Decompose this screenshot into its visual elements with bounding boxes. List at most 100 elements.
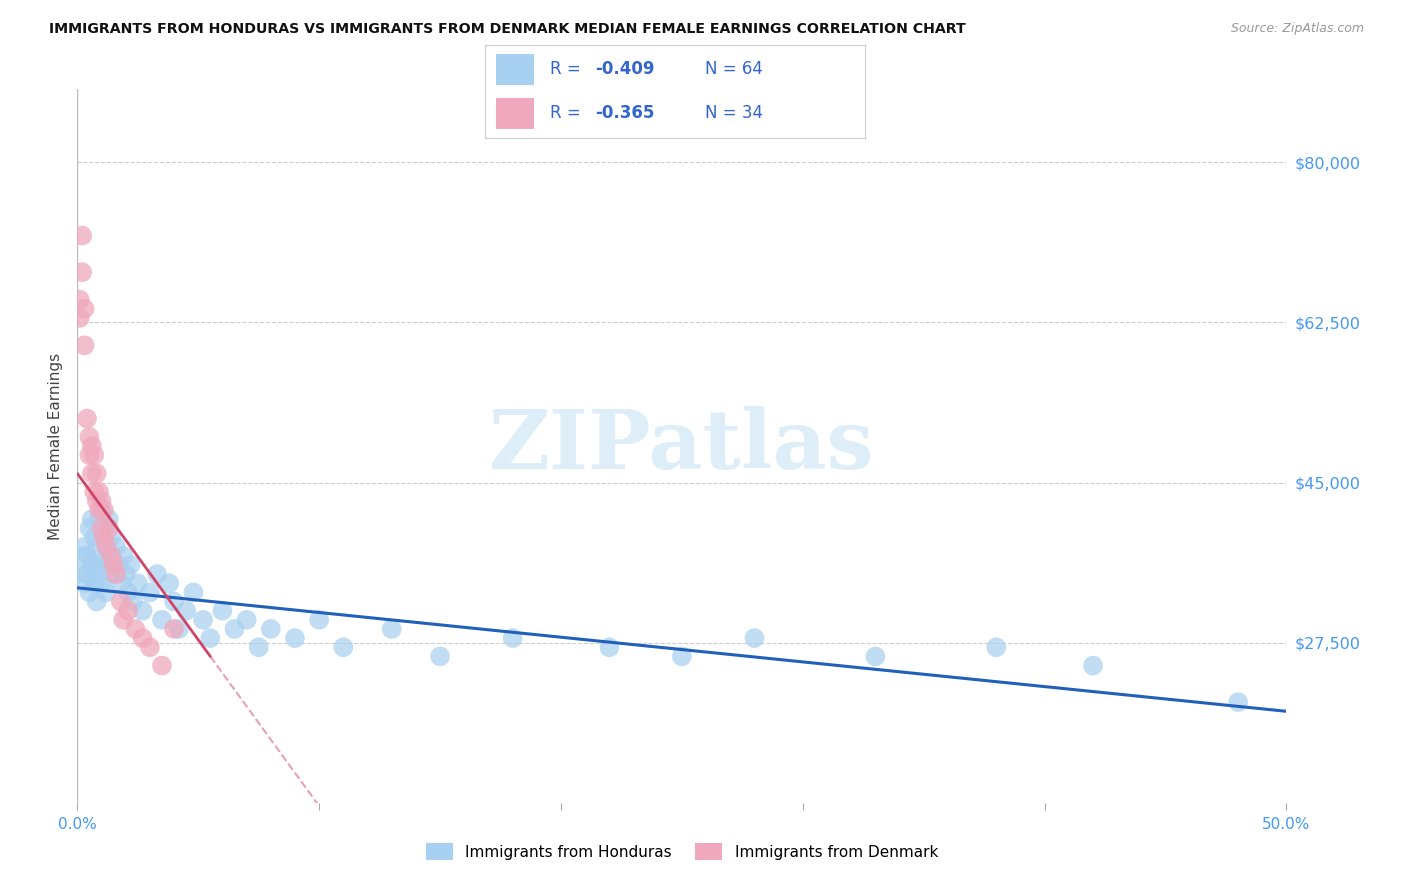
Point (167, 622, 190, 636)
Point (90, 503, 112, 517)
Point (308, 613, 330, 627)
Point (131, 604, 153, 618)
Point (502, 631, 524, 645)
Point (69, 310, 91, 325)
Point (87, 567, 110, 582)
Point (86, 494, 108, 508)
Point (120, 558, 142, 572)
Point (157, 576, 180, 591)
Point (90, 494, 112, 508)
Point (83, 531, 105, 545)
Point (211, 604, 233, 618)
Point (112, 549, 135, 563)
Point (90, 576, 112, 591)
Text: -0.409: -0.409 (595, 60, 655, 78)
Point (96, 540, 118, 554)
Point (150, 658, 173, 673)
Point (93, 558, 115, 572)
Point (235, 613, 257, 627)
FancyBboxPatch shape (496, 54, 534, 85)
Text: IMMIGRANTS FROM HONDURAS VS IMMIGRANTS FROM DENMARK MEDIAN FEMALE EARNINGS CORRE: IMMIGRANTS FROM HONDURAS VS IMMIGRANTS F… (49, 22, 966, 37)
Point (105, 540, 128, 554)
Point (80, 467, 103, 481)
Point (79, 585, 101, 599)
Text: R =: R = (550, 60, 586, 78)
Point (80, 558, 103, 572)
Point (139, 585, 162, 599)
Point (332, 640, 354, 655)
Point (73, 540, 96, 554)
Point (598, 640, 620, 655)
Point (671, 649, 693, 664)
Point (124, 622, 146, 636)
Text: R =: R = (550, 104, 586, 122)
Point (127, 576, 149, 591)
Point (183, 585, 205, 599)
Point (191, 613, 214, 627)
Point (73, 576, 96, 591)
Point (131, 631, 153, 645)
Point (87, 503, 110, 517)
Point (174, 604, 197, 618)
Point (83, 576, 105, 591)
Point (1227, 695, 1250, 709)
Point (93, 521, 115, 535)
Point (163, 594, 186, 608)
Point (97, 549, 120, 563)
Point (117, 585, 139, 599)
Point (93, 531, 115, 545)
Legend: Immigrants from Honduras, Immigrants from Denmark: Immigrants from Honduras, Immigrants fro… (419, 837, 945, 866)
Point (83, 484, 105, 499)
Text: ZIPatlas: ZIPatlas (489, 406, 875, 486)
Point (79, 430, 101, 444)
Point (117, 604, 139, 618)
Point (70, 228, 93, 243)
Point (86, 540, 108, 554)
Point (76, 549, 98, 563)
Point (107, 558, 129, 572)
Point (79, 448, 101, 462)
Point (110, 576, 132, 591)
Point (96, 540, 118, 554)
Point (284, 631, 307, 645)
Point (865, 649, 887, 664)
Point (986, 640, 1008, 655)
Point (86, 594, 108, 608)
Point (146, 567, 169, 582)
Point (73, 338, 96, 352)
Point (150, 613, 173, 627)
Point (260, 622, 283, 636)
Point (224, 622, 246, 636)
Point (247, 640, 270, 655)
Point (122, 594, 145, 608)
Point (163, 622, 186, 636)
FancyBboxPatch shape (496, 98, 534, 129)
Point (96, 585, 118, 599)
Point (139, 640, 162, 655)
Point (76, 411, 98, 425)
Text: Source: ZipAtlas.com: Source: ZipAtlas.com (1230, 22, 1364, 36)
Point (97, 512, 120, 526)
Point (70, 265, 93, 279)
Point (100, 549, 122, 563)
Y-axis label: Median Female Earnings: Median Female Earnings (48, 352, 63, 540)
Point (76, 567, 98, 582)
Point (80, 512, 103, 526)
Point (83, 448, 105, 462)
Point (744, 631, 766, 645)
Point (87, 512, 110, 526)
Point (103, 558, 125, 572)
Point (100, 531, 122, 545)
Text: N = 34: N = 34 (706, 104, 763, 122)
Point (200, 631, 222, 645)
Point (97, 521, 120, 535)
Text: N = 64: N = 64 (706, 60, 763, 78)
Point (69, 293, 91, 307)
Point (87, 558, 110, 572)
Point (93, 503, 115, 517)
Point (105, 567, 128, 582)
Text: -0.365: -0.365 (595, 104, 655, 122)
Point (70, 558, 93, 572)
Point (80, 439, 103, 453)
Point (79, 521, 101, 535)
